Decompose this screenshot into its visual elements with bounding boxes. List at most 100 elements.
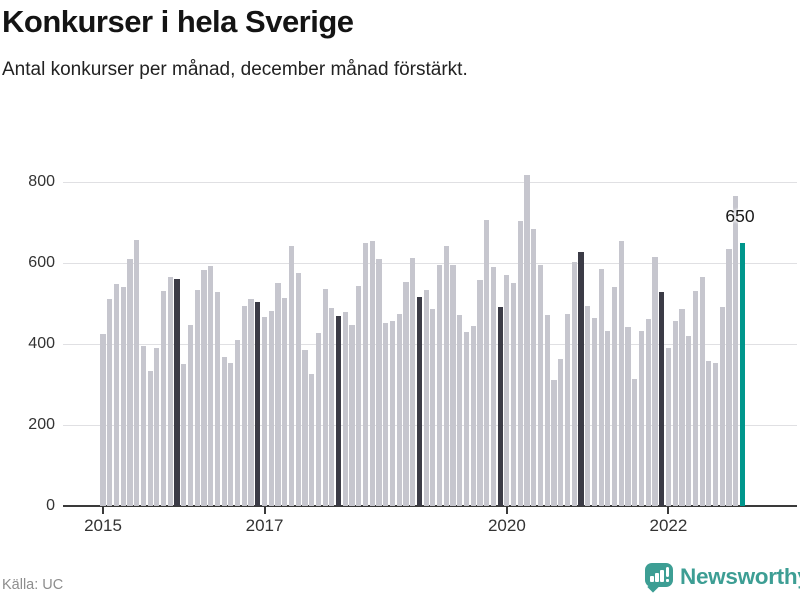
bar-2017-07 bbox=[302, 350, 308, 506]
bar-2017-02 bbox=[268, 311, 274, 506]
bar-2022-11 bbox=[733, 196, 739, 506]
bar-2015-10 bbox=[160, 290, 167, 506]
bar-2018-05 bbox=[369, 241, 375, 506]
bar-2019-12 bbox=[497, 307, 503, 506]
bar-2018-10 bbox=[403, 282, 409, 506]
bar-2016-05 bbox=[208, 265, 214, 506]
bar-2022-02 bbox=[672, 320, 678, 506]
bar-2021-01 bbox=[585, 305, 591, 506]
bar-2015-07 bbox=[140, 346, 146, 506]
bar-2021-08 bbox=[632, 378, 638, 506]
bar-2016-12 bbox=[255, 301, 261, 506]
bar-2017-11 bbox=[329, 307, 335, 506]
bar-2016-04 bbox=[201, 269, 207, 506]
bar-2020-10 bbox=[564, 314, 571, 506]
bar-2015-11 bbox=[167, 276, 173, 506]
bar-2021-03 bbox=[598, 269, 604, 506]
bar-2022-01 bbox=[665, 348, 672, 506]
bar-2017-03 bbox=[275, 282, 281, 506]
bar-2015-02 bbox=[107, 299, 113, 506]
bar-2017-01 bbox=[261, 316, 268, 506]
highlight-value-label: 650 bbox=[725, 206, 755, 226]
brand-name: Newsworthy bbox=[680, 564, 800, 589]
bar-2018-04 bbox=[362, 242, 369, 506]
bar-2022-04 bbox=[686, 335, 692, 506]
x-tick-label-2015: 2015 bbox=[84, 516, 122, 535]
bar-2022-10 bbox=[726, 249, 732, 506]
bar-2015-09 bbox=[154, 348, 160, 506]
bar-2016-11 bbox=[248, 299, 254, 506]
bar-2020-09 bbox=[558, 358, 564, 506]
bar-2019-09 bbox=[477, 280, 483, 506]
bar-2020-07 bbox=[544, 314, 550, 506]
chart-speech-bubble-icon bbox=[645, 563, 673, 587]
x-axis-line bbox=[63, 505, 797, 507]
bar-2016-08 bbox=[228, 363, 234, 506]
bar-2018-12 bbox=[416, 297, 422, 506]
bar-2021-04 bbox=[605, 331, 611, 506]
bar-2018-09 bbox=[396, 314, 402, 506]
bar-2015-05 bbox=[127, 258, 133, 506]
bar-2019-05 bbox=[450, 265, 456, 506]
bar-2021-02 bbox=[591, 318, 597, 506]
bar-2015-04 bbox=[120, 287, 126, 506]
bar-2019-03 bbox=[436, 265, 443, 506]
gridline-400 bbox=[63, 343, 797, 345]
exclamation-dot-icon bbox=[665, 578, 669, 582]
bar-2020-06 bbox=[537, 265, 544, 506]
bar-2020-12 bbox=[578, 252, 584, 506]
bar-2018-07 bbox=[383, 322, 389, 506]
bar-2021-12 bbox=[659, 292, 665, 506]
logo-bar-icon bbox=[655, 573, 659, 582]
x-tick-mark-2020 bbox=[505, 507, 508, 514]
bar-2017-12 bbox=[336, 315, 342, 506]
bar-2022-09 bbox=[719, 307, 725, 506]
y-tick-label-800: 800 bbox=[28, 173, 55, 190]
bar-2020-02 bbox=[511, 282, 517, 506]
gridline-600 bbox=[63, 262, 797, 264]
bar-2015-01 bbox=[100, 333, 106, 506]
y-tick-label-400: 400 bbox=[28, 335, 55, 352]
bar-2019-11 bbox=[490, 267, 497, 506]
x-tick-mark-2022 bbox=[667, 507, 670, 514]
bar-2018-06 bbox=[376, 258, 382, 506]
bar-2020-04 bbox=[524, 174, 530, 506]
page-title: Konkurser i hela Sverige bbox=[2, 4, 354, 39]
bar-2022-06 bbox=[699, 277, 705, 506]
x-tick-label-2017: 2017 bbox=[245, 516, 284, 535]
bar-2022-12 bbox=[739, 242, 746, 506]
bar-2018-02 bbox=[349, 324, 355, 506]
bar-2020-03 bbox=[517, 220, 523, 506]
bar-2021-10 bbox=[645, 318, 651, 506]
bar-2018-08 bbox=[389, 320, 396, 506]
bar-2015-03 bbox=[113, 284, 120, 506]
exclamation-icon bbox=[665, 566, 669, 577]
bar-2019-10 bbox=[484, 220, 490, 506]
bar-2022-05 bbox=[692, 290, 698, 506]
bar-2019-06 bbox=[457, 314, 463, 506]
x-tick-mark-2017 bbox=[263, 507, 266, 514]
bar-2017-06 bbox=[295, 273, 301, 506]
bar-2019-02 bbox=[430, 309, 436, 506]
bar-2019-08 bbox=[470, 325, 476, 506]
bar-2019-04 bbox=[443, 245, 449, 506]
bar-2016-10 bbox=[241, 305, 247, 506]
x-tick-label-2022: 2022 bbox=[649, 516, 688, 535]
bar-2015-08 bbox=[147, 371, 153, 506]
bar-2015-12 bbox=[174, 279, 180, 506]
bar-2015-06 bbox=[134, 239, 140, 506]
bar-2022-03 bbox=[679, 309, 685, 506]
bar-2016-02 bbox=[187, 324, 194, 506]
bar-2016-03 bbox=[194, 290, 200, 506]
bar-2020-08 bbox=[551, 380, 557, 506]
bar-2017-10 bbox=[322, 288, 328, 506]
newsworthy-logo[interactable]: Newsworthy bbox=[641, 561, 800, 595]
bar-2019-01 bbox=[423, 290, 429, 506]
source-label: Källa: UC bbox=[2, 577, 64, 593]
bar-2021-11 bbox=[652, 256, 658, 506]
bar-2020-05 bbox=[531, 228, 537, 506]
bar-2020-11 bbox=[571, 262, 577, 506]
bar-2016-06 bbox=[214, 292, 221, 506]
